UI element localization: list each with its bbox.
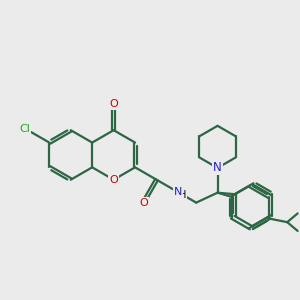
Text: Cl: Cl xyxy=(20,124,31,134)
Text: O: O xyxy=(109,99,118,109)
Text: O: O xyxy=(139,198,148,208)
Text: N: N xyxy=(174,187,182,197)
Text: O: O xyxy=(109,175,118,185)
Text: N: N xyxy=(213,161,222,174)
Text: H: H xyxy=(178,190,186,200)
